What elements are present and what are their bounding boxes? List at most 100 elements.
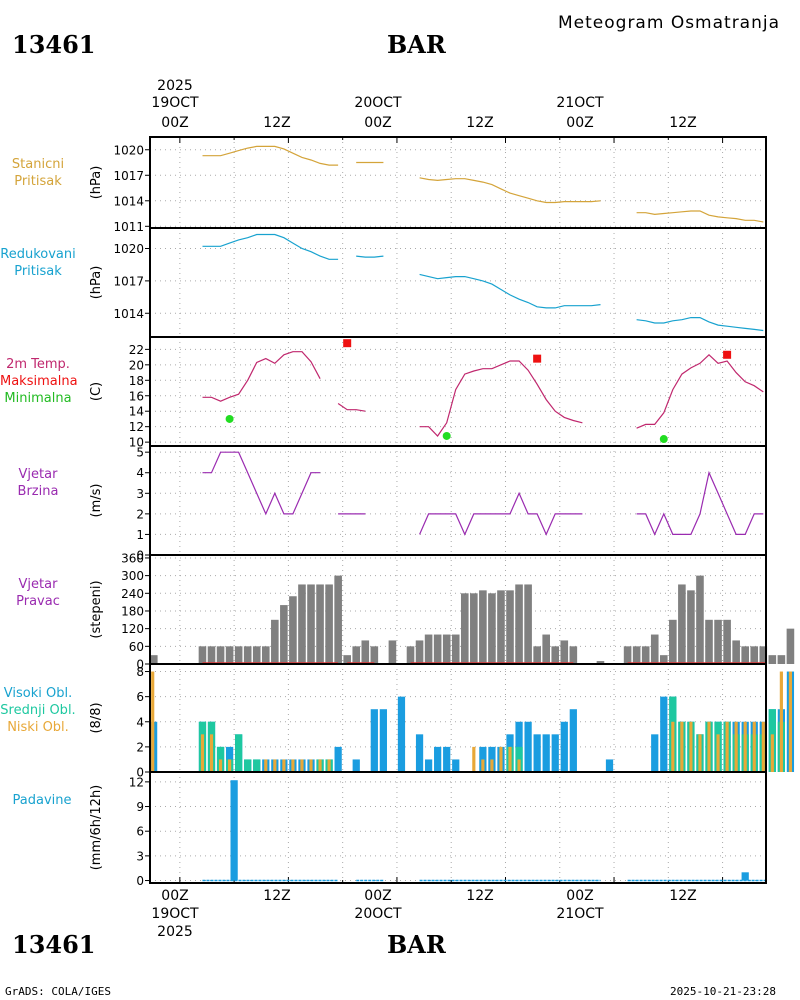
precip-panel-label: Padavine bbox=[0, 792, 84, 809]
reduced-unit-label: (hPa) bbox=[89, 266, 104, 300]
wind-dir-bar bbox=[207, 646, 216, 664]
wind_dir-ytick-label: 240 bbox=[121, 587, 144, 601]
wind_speed-ytick-label: 3 bbox=[136, 487, 144, 501]
wind-dir-bar bbox=[723, 619, 731, 664]
pressure-unit-label: (hPa) bbox=[89, 166, 104, 200]
wind-dir-bar bbox=[460, 593, 469, 664]
wind-dir-bar bbox=[316, 584, 324, 664]
wind-dir-bar bbox=[307, 584, 315, 664]
reduced-pressure-line bbox=[419, 273, 601, 309]
wind-dir-bar bbox=[433, 634, 442, 664]
bottom-day-label-2: 20OCT bbox=[354, 906, 402, 922]
reduced-label-line-1: Redukovani bbox=[0, 247, 76, 262]
wind-dir-bar bbox=[542, 634, 550, 664]
wind-dir-bar bbox=[289, 596, 297, 664]
wind-dir-bar bbox=[650, 634, 659, 664]
wind-speed-line bbox=[202, 451, 321, 516]
bottom-day-label-1: 19OCT bbox=[151, 906, 199, 922]
clouds-ytick-label: 4 bbox=[136, 715, 144, 729]
clouds-ytick-label: 8 bbox=[136, 665, 144, 679]
high-cloud-bar bbox=[560, 721, 568, 772]
wind-dir-bar bbox=[234, 646, 243, 664]
wind-dir-bar bbox=[352, 646, 361, 664]
wind-speed-label-line-2: Brzina bbox=[17, 484, 59, 499]
wind_speed-ytick-label: 4 bbox=[136, 466, 144, 480]
wind-speed-label-line-1: Vjetar bbox=[18, 467, 58, 482]
wind-dir-bar bbox=[641, 646, 650, 664]
high-cloud-bar bbox=[370, 709, 378, 772]
mid-cloud-bar bbox=[235, 734, 243, 772]
clouds-label-line-1: Visoki Obl. bbox=[3, 686, 73, 701]
wind-dir-bar bbox=[298, 584, 306, 664]
station-name-top: BAR bbox=[387, 30, 446, 59]
wind_dir-ytick-label: 120 bbox=[121, 622, 144, 636]
temp-ytick-label: 10 bbox=[129, 436, 144, 450]
clouds-ytick-label: 2 bbox=[136, 740, 144, 754]
temperature-line bbox=[337, 403, 366, 412]
top-day-label-1: 19OCT bbox=[151, 95, 199, 111]
wind-dir-bar bbox=[732, 640, 740, 664]
wind-dir-bar bbox=[687, 590, 695, 664]
high-cloud-bar bbox=[424, 759, 433, 772]
temp-ytick-label: 16 bbox=[129, 389, 144, 403]
low-cloud-bar bbox=[761, 721, 765, 772]
tmax-marker bbox=[343, 339, 352, 348]
pressure-panel-frame bbox=[149, 136, 767, 229]
bottom-hour-label-5: 00Z bbox=[566, 888, 594, 904]
top-day-label-2: 20OCT bbox=[354, 95, 402, 111]
low-cloud-bar bbox=[725, 721, 729, 772]
bottom-hour-label-6: 12Z bbox=[669, 888, 697, 904]
low-cloud-bar bbox=[200, 734, 205, 772]
temp-ytick-label: 14 bbox=[129, 405, 144, 419]
low-cloud-bar bbox=[209, 734, 214, 772]
low-cloud-bar bbox=[264, 759, 268, 772]
clouds-ytick-label: 0 bbox=[136, 766, 144, 780]
wind-dir-bar bbox=[479, 590, 487, 664]
wind-dir-bar bbox=[524, 584, 532, 664]
reduced-pressure-line bbox=[636, 317, 764, 332]
reduced-panel-label: Redukovani Pritisak bbox=[0, 246, 76, 280]
high-cloud-bar bbox=[542, 734, 550, 772]
low-cloud-bar bbox=[743, 721, 747, 772]
wind-dir-bar bbox=[506, 590, 514, 664]
top-hour-label-1: 00Z bbox=[161, 115, 189, 131]
reduced-ytick-label: 1020 bbox=[113, 242, 144, 256]
wind-dir-bar bbox=[370, 646, 379, 664]
wind-dir-bar bbox=[741, 646, 749, 664]
wind-dir-bar bbox=[497, 590, 505, 664]
high-cloud-bar bbox=[660, 696, 668, 772]
wind-dir-bar bbox=[786, 628, 795, 664]
high-cloud-bar bbox=[524, 721, 532, 772]
top-hour-label-4: 12Z bbox=[466, 115, 494, 131]
low-cloud-bar bbox=[151, 671, 155, 772]
precip-label-line-1: Padavine bbox=[12, 793, 72, 808]
pressure-label-line-2: Pritisak bbox=[14, 174, 62, 189]
mid-cloud-bar bbox=[253, 759, 261, 772]
tmin-marker bbox=[225, 414, 234, 423]
low-cloud-bar bbox=[309, 759, 313, 772]
wind-dir-bar bbox=[198, 646, 207, 664]
station-pressure-line bbox=[202, 145, 339, 166]
wind-dir-bar bbox=[442, 634, 451, 664]
wind-dir-panel-label: Vjetar Pravac bbox=[0, 576, 76, 610]
wind-dir-bar bbox=[777, 655, 786, 664]
tmin-marker bbox=[659, 435, 668, 444]
bottom-day-label-3: 21OCT bbox=[556, 906, 604, 922]
temp-label-line-2: Maksimalna bbox=[0, 374, 78, 389]
temperature-line bbox=[202, 351, 321, 402]
low-cloud-bar bbox=[228, 759, 232, 772]
wind-dir-bar bbox=[659, 655, 668, 664]
temp-unit-label: (C) bbox=[89, 382, 104, 401]
footer-credit: GrADS: COLA/IGES bbox=[5, 985, 111, 998]
high-cloud-bar bbox=[452, 759, 460, 772]
clouds-panel-label: Visoki Obl. Srednji Obl. Niski Obl. bbox=[0, 685, 76, 736]
wind-dir-bar bbox=[632, 646, 641, 664]
temp-ytick-label: 12 bbox=[129, 420, 144, 434]
low-cloud-bar bbox=[327, 759, 331, 772]
temp-ytick-label: 22 bbox=[129, 343, 144, 357]
low-cloud-bar bbox=[300, 759, 304, 772]
reduced-pressure-line bbox=[356, 255, 384, 258]
tmin-marker bbox=[442, 431, 451, 440]
low-cloud-bar bbox=[707, 721, 711, 772]
reduced-ytick-label: 1014 bbox=[113, 307, 144, 321]
